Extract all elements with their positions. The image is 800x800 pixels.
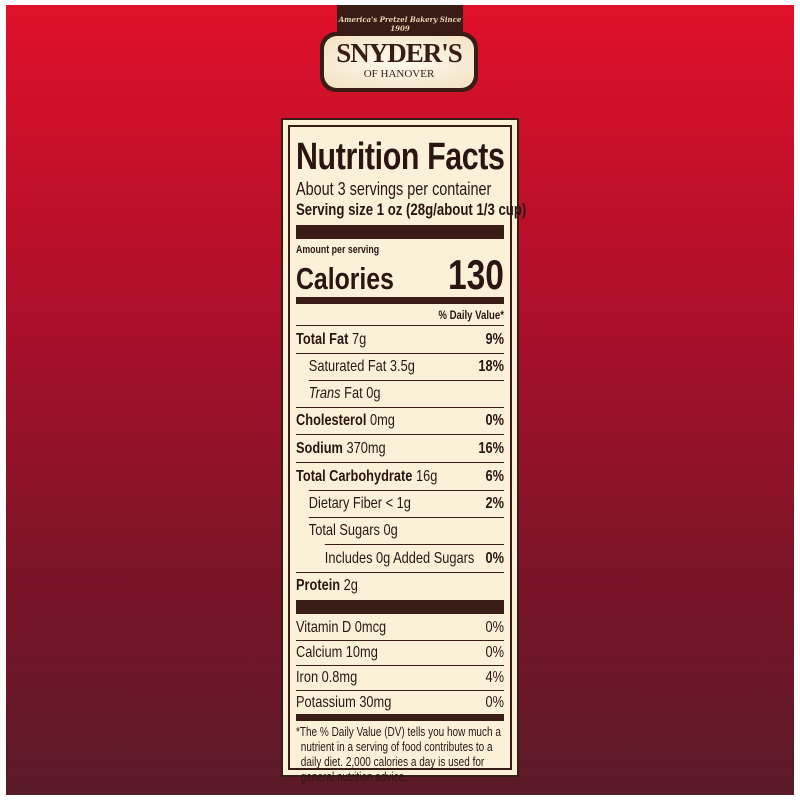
rule (296, 462, 504, 463)
nutrient-row-total-sugars: Total Sugars 0g (296, 521, 504, 541)
nutrient-row-total-fat: Total Fat 7g 9% (296, 330, 504, 350)
nutrient-row-total-carbohydrate: Total Carbohydrate 16g 6% (296, 467, 504, 487)
nutrient-amount: 0g (383, 522, 398, 539)
serving-size: Serving size 1 oz (28g/about 1/3 cup) (296, 201, 527, 219)
rule (296, 407, 504, 408)
nutrient-dv: 0% (485, 412, 505, 429)
vitamin-dv: 0% (485, 694, 505, 711)
nutrient-amount: 0g (366, 385, 381, 402)
rule (324, 544, 504, 545)
nutrient-name-suffix: Fat (344, 385, 363, 402)
nutrient-amount: < 1g (385, 495, 411, 512)
vitamin-name: Vitamin D 0mcg (296, 619, 387, 636)
vitamin-name: Potassium 30mg (296, 694, 392, 711)
nutrient-dv: 9% (485, 331, 505, 348)
brand-tagline: America's Pretzel Bakery Since 1909 (338, 15, 462, 33)
nutrient-dv: 6% (485, 468, 505, 485)
servings-per-container: About 3 servings per container (296, 179, 492, 199)
nutrient-dv: 18% (478, 358, 504, 375)
nutrient-name: Total Carbohydrate (296, 468, 413, 485)
nutrient-name: Trans (308, 385, 341, 402)
vitamin-name: Iron 0.8mg (296, 669, 358, 686)
nutrient-dv: 16% (478, 440, 504, 457)
nutrient-name: Total Fat (296, 331, 349, 348)
calories-value: 130 (447, 251, 504, 298)
vitamin-dv: 4% (485, 669, 505, 686)
divider-thick (296, 225, 504, 239)
nutrient-name: Total Sugars (308, 522, 380, 539)
vitamin-row: Vitamin D 0mcg 0% (296, 618, 504, 638)
divider-medium (296, 297, 504, 304)
nutrient-name: Sodium (296, 440, 343, 457)
vitamin-row: Potassium 30mg 0% (296, 693, 504, 713)
vitamin-dv: 0% (485, 644, 505, 661)
nutrient-amount: 2g (343, 577, 358, 594)
nutrient-row-cholesterol: Cholesterol 0mg 0% (296, 411, 504, 431)
footnote: *The % Daily Value (DV) tells you how mu… (296, 725, 501, 784)
nutrient-amount: 16g (415, 468, 438, 485)
rule (296, 665, 504, 666)
nutrient-name: Protein (296, 577, 341, 594)
calories-row: Calories 130 (296, 251, 504, 298)
vitamin-row: Calcium 10mg 0% (296, 643, 504, 663)
nutrient-name: Cholesterol (296, 412, 367, 429)
vitamin-row: Iron 0.8mg 4% (296, 668, 504, 688)
nutrient-amount: 3.5g (389, 358, 415, 375)
rule (308, 490, 504, 491)
nutrient-row-trans-fat: Trans Fat 0g (296, 384, 504, 404)
vitamin-name: Calcium 10mg (296, 644, 378, 661)
brand-logo: SNYDER'S OF HANOVER (320, 32, 478, 92)
nutrient-name: Saturated Fat (308, 358, 387, 375)
nutrient-row-saturated-fat: Saturated Fat 3.5g 18% (296, 357, 504, 377)
divider-thick (296, 600, 504, 614)
divider-medium (296, 714, 504, 721)
nutrient-name: Dietary Fiber (308, 495, 383, 512)
rule (296, 572, 504, 573)
nutrient-name: Includes 0g Added Sugars (324, 550, 475, 567)
nutrient-row-added-sugars: Includes 0g Added Sugars 0% (296, 549, 504, 569)
rule (296, 640, 504, 641)
dv-header: % Daily Value* (438, 308, 504, 322)
rule (296, 353, 504, 354)
rule (296, 325, 504, 326)
nutrition-facts-label: Nutrition Facts About 3 servings per con… (281, 118, 527, 784)
rule (296, 434, 504, 435)
rule (308, 517, 504, 518)
brand-subtitle: OF HANOVER (363, 68, 435, 80)
rule (308, 380, 504, 381)
nutrient-dv: 2% (485, 495, 505, 512)
nutrient-amount: 0mg (369, 412, 395, 429)
nutrient-dv: 0% (485, 550, 505, 567)
nutrient-row-sodium: Sodium 370mg 16% (296, 439, 504, 459)
rule (296, 690, 504, 691)
nutrient-row-protein: Protein 2g (296, 576, 504, 596)
nutrient-amount: 370mg (346, 440, 386, 457)
calories-label: Calories (296, 261, 394, 296)
vitamin-dv: 0% (485, 619, 505, 636)
label-title: Nutrition Facts (296, 136, 505, 178)
brand-name: SNYDER'S (336, 38, 463, 68)
nutrient-row-dietary-fiber: Dietary Fiber < 1g 2% (296, 494, 504, 514)
amount-per-serving: Amount per serving (296, 244, 380, 256)
nutrient-amount: 7g (351, 331, 367, 348)
